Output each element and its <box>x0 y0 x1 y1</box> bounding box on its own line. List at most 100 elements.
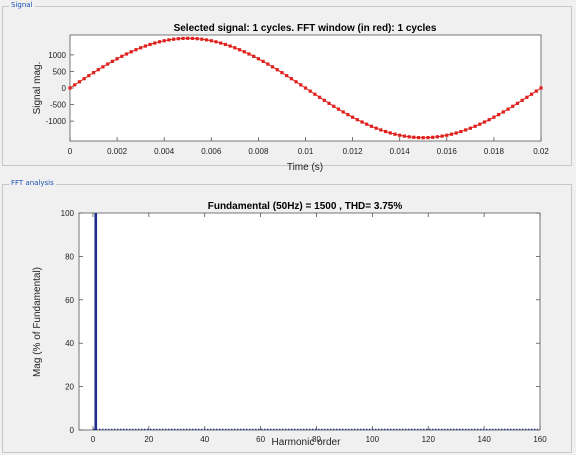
signal-sample-marker <box>256 57 260 61</box>
signal-sample-marker <box>237 48 242 52</box>
signal-sample-marker <box>322 98 326 102</box>
signal-sample-marker <box>115 57 119 61</box>
signal-sample-marker <box>383 129 388 134</box>
signal-sample-marker <box>426 135 430 140</box>
signal-sample-marker <box>214 40 218 44</box>
signal-sample-marker <box>332 104 336 108</box>
fft-x-tick-label: 80 <box>312 435 321 444</box>
signal-sample-marker <box>228 44 232 48</box>
signal-sample-marker <box>77 80 82 84</box>
signal-sample-marker <box>96 68 100 72</box>
signal-sample-marker <box>468 126 472 130</box>
signal-sample-marker <box>459 129 463 134</box>
signal-sample-marker <box>275 68 279 72</box>
signal-sample-marker <box>534 89 538 93</box>
fft-bar-fundamental <box>94 213 98 430</box>
fft-y-ticks: 0 20 40 60 80 100 <box>61 209 540 435</box>
signal-x-tick-label: 0.02 <box>533 147 549 156</box>
signal-sample-marker <box>351 115 355 119</box>
signal-sample-marker <box>73 83 77 87</box>
signal-sample-marker <box>506 107 510 111</box>
signal-sample-marker <box>431 135 435 139</box>
signal-sample-marker <box>379 128 383 132</box>
signal-sample-marker <box>412 135 416 139</box>
fft-chart-title: Fundamental (50Hz) = 1500 , THD= 3.75% <box>208 201 403 212</box>
signal-sample-marker <box>106 62 110 66</box>
signal-y-tick-label: 500 <box>53 67 67 76</box>
signal-sample-marker <box>360 120 364 124</box>
signal-sample-marker <box>270 65 275 69</box>
signal-sample-marker <box>497 113 501 117</box>
signal-sample-marker <box>454 131 458 135</box>
signal-sample-marker <box>200 37 204 41</box>
signal-x-tick-label: 0.002 <box>107 147 128 156</box>
signal-sample-marker <box>139 46 143 50</box>
signal-sample-marker <box>190 36 195 41</box>
fft-y-tick-label: 20 <box>65 383 74 392</box>
signal-sample-marker <box>525 95 529 99</box>
signal-sample-marker <box>129 50 133 54</box>
signal-sample-marker <box>242 50 246 54</box>
signal-sample-marker <box>313 92 317 96</box>
signal-x-tick-label: 0.006 <box>201 147 222 156</box>
signal-sample-marker <box>124 52 129 56</box>
signal-sample-marker <box>440 134 444 138</box>
signal-sample-marker <box>402 134 407 138</box>
signal-sample-marker <box>101 65 105 69</box>
signal-sample-marker <box>186 36 190 40</box>
signal-sample-marker <box>181 36 185 41</box>
signal-sample-marker <box>172 37 176 41</box>
fft-panel: FFT analysis <box>2 179 572 453</box>
signal-chart: Selected signal: 1 cycles. FFT window (i… <box>32 23 549 173</box>
signal-sample-marker <box>68 86 72 90</box>
signal-sample-marker <box>120 54 124 58</box>
signal-sample-marker <box>148 42 152 47</box>
signal-sample-marker <box>501 110 505 114</box>
signal-y-tick-label: 1000 <box>48 51 66 60</box>
signal-sample-marker <box>143 44 147 48</box>
fft-panel-title: FFT analysis <box>9 179 56 187</box>
fft-y-tick-label: 80 <box>65 252 74 261</box>
fft-bars <box>94 213 98 430</box>
signal-sample-marker <box>204 38 209 42</box>
signal-sample-marker <box>487 118 491 122</box>
signal-sample-marker <box>421 136 425 140</box>
signal-sample-marker <box>365 122 369 126</box>
signal-sample-marker <box>393 132 397 136</box>
fft-chart: Fundamental (50Hz) = 1500 , THD= 3.75% 0… <box>32 201 547 448</box>
fft-y-tick-label: 100 <box>61 209 75 218</box>
signal-sample-marker <box>492 115 496 119</box>
signal-x-tick-label: 0.018 <box>484 147 505 156</box>
signal-sample-marker <box>388 131 392 135</box>
signal-sample-marker <box>355 118 359 122</box>
fft-x-tick-label: 40 <box>200 435 209 444</box>
signal-x-ticks: 0 0.002 0.004 0.006 0.008 0.01 0.012 0.014 0.016… <box>68 137 549 156</box>
signal-sample-marker <box>233 46 237 50</box>
signal-sample-marker <box>195 37 199 41</box>
signal-sample-marker <box>445 133 449 137</box>
signal-y-tick-label: 0 <box>62 84 67 93</box>
signal-sample-marker <box>294 80 298 84</box>
signal-sample-marker <box>219 41 223 45</box>
signal-sample-marker <box>346 113 350 117</box>
signal-series-markers <box>68 36 543 140</box>
signal-y-tick-label: -500 <box>50 101 67 110</box>
signal-x-tick-label: 0.01 <box>298 147 314 156</box>
signal-panel: Signal <box>2 1 572 166</box>
signal-sample-marker <box>285 74 289 78</box>
fft-plot-area <box>78 212 541 431</box>
signal-sample-marker <box>318 95 322 99</box>
signal-sample-marker <box>223 42 228 47</box>
signal-x-tick-label: 0.008 <box>248 147 269 156</box>
signal-sample-marker <box>134 48 138 52</box>
fft-y-tick-label: 40 <box>65 339 74 348</box>
fft-y-axis-label: Mag (% of Fundamental) <box>32 267 43 377</box>
signal-sample-marker <box>303 86 308 90</box>
signal-sample-marker <box>289 77 293 81</box>
signal-panel-title: Signal <box>9 1 35 9</box>
signal-sample-marker <box>261 59 265 63</box>
signal-sample-marker <box>511 104 515 108</box>
signal-sample-marker <box>162 39 166 43</box>
fft-y-tick-label: 60 <box>65 296 74 305</box>
